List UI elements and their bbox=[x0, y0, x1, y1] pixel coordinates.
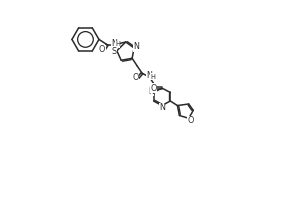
Text: O: O bbox=[188, 116, 194, 125]
Text: O: O bbox=[150, 84, 157, 93]
Text: N: N bbox=[146, 71, 152, 80]
Text: N: N bbox=[148, 87, 154, 96]
Text: H: H bbox=[115, 41, 120, 47]
Text: O: O bbox=[133, 73, 139, 82]
Text: H: H bbox=[150, 74, 155, 80]
Text: S: S bbox=[112, 47, 117, 56]
Text: N: N bbox=[159, 103, 165, 112]
Text: N: N bbox=[111, 39, 117, 48]
Text: N: N bbox=[133, 42, 139, 51]
Text: O: O bbox=[99, 45, 105, 54]
